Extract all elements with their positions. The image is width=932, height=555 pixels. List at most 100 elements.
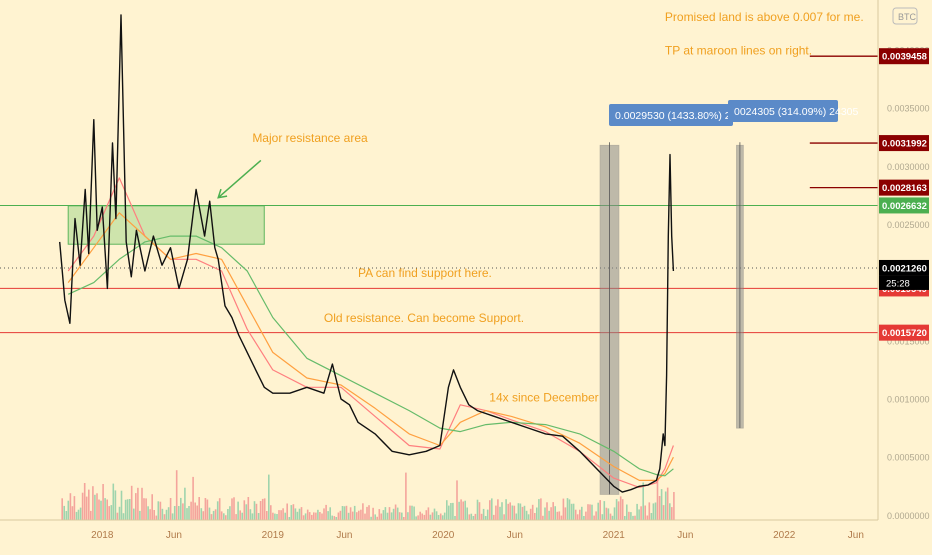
volume-bar [609, 513, 612, 520]
volume-bar [648, 502, 651, 520]
x-tick-label: Jun [848, 530, 864, 541]
volume-bar [79, 507, 82, 520]
volume-bar [511, 505, 514, 520]
volume-bar [77, 509, 80, 520]
volume-bar [329, 507, 331, 520]
volume-bar [501, 502, 503, 520]
volume-bar [544, 507, 546, 520]
volume-bar [173, 506, 176, 520]
volume-bar [486, 509, 489, 520]
volume-bar [392, 508, 395, 520]
volume-bar [454, 516, 456, 520]
volume-bar [263, 498, 266, 520]
volume-bar [278, 510, 280, 520]
annotation-text: Promised land is above 0.007 for me. [665, 10, 864, 24]
volume-bar [370, 516, 372, 520]
volume-bar [605, 507, 608, 520]
volume-bar [560, 515, 563, 520]
volume-bar [540, 498, 542, 520]
volume-bar [159, 501, 162, 520]
volume-bar [270, 505, 272, 520]
volume-bar [513, 505, 516, 520]
volume-bar [133, 508, 135, 520]
volume-bar [137, 487, 139, 520]
time-axis[interactable]: 2018 Jun 2019 Jun 2020 Jun 2021 Jun 2022 Jun [0, 519, 878, 541]
volume-bar [308, 512, 311, 520]
volume-bar [139, 510, 141, 520]
volume-bar [360, 509, 362, 520]
volume-bar [423, 514, 426, 520]
price-badge-label: 0.0021260 [882, 263, 927, 274]
x-tick-label: 2019 [262, 530, 285, 541]
volume-bar [517, 503, 520, 520]
volume-bar [196, 505, 198, 520]
volume-bar [255, 503, 258, 520]
volume-bar [300, 507, 303, 520]
volume-bar [546, 502, 548, 520]
volume-bar [135, 493, 137, 520]
x-tick-label: Jun [336, 530, 352, 541]
volume-bar [656, 473, 659, 520]
volume-bar [378, 509, 381, 520]
volume-bar [319, 512, 321, 520]
volume-bar [90, 510, 92, 520]
volume-bar [288, 517, 291, 520]
volume-bar [151, 494, 153, 520]
volume-bar [63, 505, 65, 520]
volume-bar [394, 504, 397, 520]
volume-bar [116, 512, 119, 520]
volume-bar [149, 509, 151, 520]
volume-bar [128, 499, 131, 520]
volume-bar [233, 497, 235, 520]
volume-bar [505, 499, 507, 520]
volume-bar [552, 502, 554, 520]
volume-bar [276, 514, 278, 520]
volume-bar [576, 514, 579, 520]
volume-bar [71, 506, 74, 520]
volume-bar [611, 515, 614, 520]
measure-label-box [728, 100, 838, 122]
volume-bar [519, 503, 522, 520]
volume-bar [562, 498, 565, 520]
volume-bar [286, 503, 288, 520]
volume-bar [321, 513, 323, 520]
volume-bar [566, 498, 569, 520]
volume-bar [141, 487, 143, 520]
volume-bar [644, 505, 646, 520]
volume-bar [452, 502, 454, 520]
volume-bar [229, 506, 231, 520]
volume-bar [302, 515, 305, 520]
volume-bar [652, 503, 655, 520]
price-badges: 0.00266320.00195490.00157200.002126025:2… [879, 48, 929, 341]
volume-bar [593, 515, 595, 520]
volume-bar [489, 500, 491, 520]
annotation-text: TP at maroon lines on right. [665, 44, 812, 58]
volume-bar [212, 510, 215, 520]
volume-bar [374, 514, 376, 520]
volume-bar [421, 513, 423, 520]
volume-bar [525, 510, 528, 520]
volume-bar [261, 498, 264, 520]
volume-bar [218, 498, 221, 520]
volume-bar [102, 484, 104, 520]
volume-bar [110, 505, 113, 520]
volume-bar [640, 506, 642, 520]
volume-bar [376, 516, 378, 520]
volume-bar [382, 510, 385, 520]
volume-bar [548, 510, 550, 520]
volume-bar [581, 506, 583, 520]
volume-bar [343, 506, 346, 520]
volume-bar [401, 512, 403, 520]
volume-bar [388, 507, 391, 520]
x-tick-label: Jun [507, 530, 523, 541]
volume-bar [638, 509, 640, 520]
volume-bar [462, 501, 464, 520]
volume-bar [61, 498, 63, 520]
y-tick-label: 0.0035000 [887, 104, 930, 114]
volume-bar [161, 508, 164, 520]
volume-bar [341, 506, 344, 520]
volume-bar [460, 499, 462, 520]
volume-bar [241, 512, 243, 520]
